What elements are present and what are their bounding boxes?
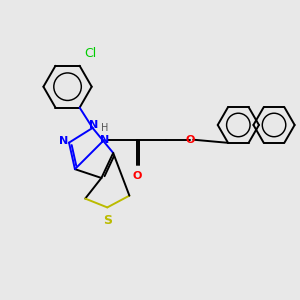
Text: N: N <box>89 120 99 130</box>
Text: N: N <box>100 135 109 145</box>
Text: H: H <box>101 123 108 133</box>
Text: O: O <box>132 171 141 181</box>
Text: S: S <box>103 214 112 227</box>
Text: Cl: Cl <box>84 47 96 60</box>
Text: O: O <box>185 135 194 145</box>
Text: N: N <box>59 136 68 146</box>
